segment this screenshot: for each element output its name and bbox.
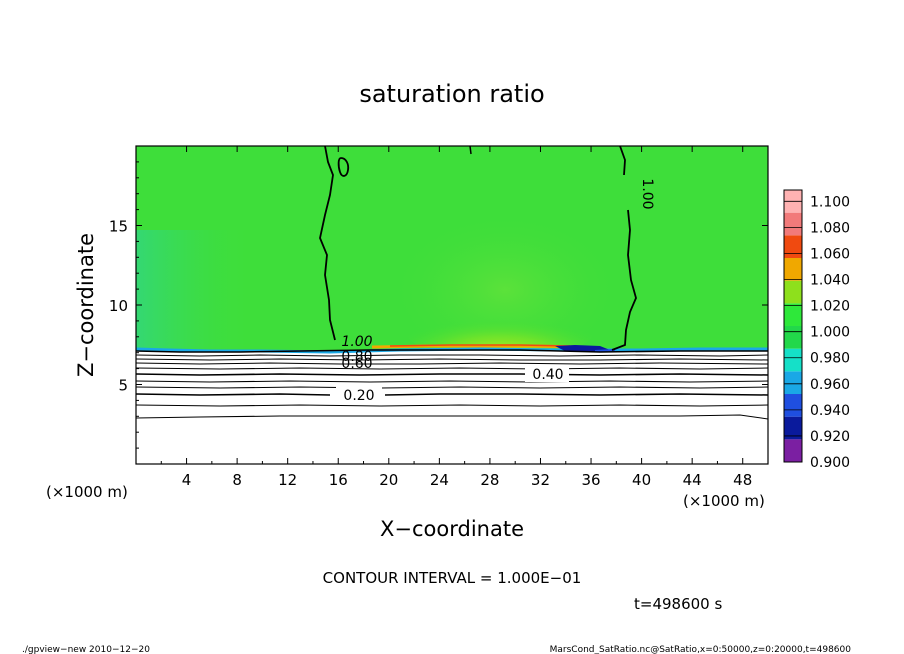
colorbar-label: 0.940 [810, 403, 850, 419]
colorbar-swatch [784, 439, 802, 462]
contour-labels: 1.00 1.00 0.80 0.60 0.40 0.20 [336, 178, 655, 404]
contour-1.00-top-tick [469, 146, 472, 155]
colorbar-label: 1.000 [810, 325, 850, 341]
colorbar-swatch [784, 258, 802, 281]
contour-1.00-small-loop [337, 157, 350, 177]
contour-lines [136, 349, 768, 420]
x-tick-label: 36 [581, 471, 600, 489]
contour-1.00-right [611, 146, 637, 351]
colorbar-label: 1.040 [810, 273, 850, 289]
time-stamp: t=498600 s [634, 595, 722, 613]
x-tick-label: 8 [232, 471, 242, 489]
dry-pocket-edge [594, 349, 616, 352]
colorbar-swatch [784, 235, 802, 258]
colorbar: 0.900 0.920 0.940 0.960 0.980 1.000 1.020 1.040… [783, 189, 850, 471]
chart-title: saturation ratio [359, 80, 544, 108]
contour-label-0.40: 0.40 [532, 367, 563, 383]
y-axis-label: Z−coordinate [74, 233, 98, 377]
plot-area [136, 146, 768, 464]
contour-label-0.60: 0.60 [341, 356, 372, 372]
unsaturated-region [136, 349, 768, 464]
contour-label-1.00-left: 1.00 [341, 334, 372, 350]
x-tick-label: 32 [531, 471, 550, 489]
x-tick-label: 40 [632, 471, 651, 489]
colorbar-label: 0.960 [810, 377, 850, 393]
colorbar-label: 1.100 [810, 194, 850, 210]
footer-right: MarsCond_SatRatio.nc@SatRatio,x=0:50000,… [550, 645, 852, 654]
contour-interval-note: CONTOUR INTERVAL = 1.000E−01 [323, 569, 582, 587]
colorbar-label: 1.060 [810, 246, 850, 262]
y-tick-label: 5 [118, 377, 128, 395]
colorbar-label: 0.920 [810, 429, 850, 445]
colorbar-swatch [784, 303, 802, 326]
contour-1.00-left [319, 146, 336, 341]
x-axis: 4 8 12 16 20 24 28 32 36 40 44 48 [160, 146, 769, 489]
x-tick-label: 20 [379, 471, 398, 489]
colorbar-swatch [784, 326, 802, 349]
colorbar-swatch [784, 371, 802, 394]
y-tick-label: 15 [109, 218, 128, 236]
left-cool-zone [136, 230, 256, 350]
x-tick-label: 28 [480, 471, 499, 489]
x-tick-label: 24 [430, 471, 449, 489]
x-unit-left: (×1000 m) [46, 483, 128, 501]
colorbar-label: 1.080 [810, 220, 850, 236]
colorbar-label: 0.980 [810, 351, 850, 367]
colorbar-swatch [784, 280, 802, 304]
x-tick-label: 44 [683, 471, 702, 489]
y-tick-label: 10 [109, 297, 128, 315]
x-tick-label: 4 [182, 471, 192, 489]
x-tick-label: 12 [278, 471, 297, 489]
footer-left: ./gpview−new 2010−12−20 [22, 645, 150, 654]
y-axis: 5 10 15 [109, 161, 768, 449]
x-tick-label: 16 [329, 471, 348, 489]
colorbar-swatch [784, 416, 802, 440]
colorbar-swatch [784, 394, 802, 417]
colorbar-swatch [784, 212, 802, 236]
x-unit-right: (×1000 m) [683, 492, 765, 510]
colorbar-label: 0.900 [810, 455, 850, 471]
warm-band-core [389, 344, 571, 347]
contour-label-0.20: 0.20 [343, 388, 374, 404]
contour-label-1.00-right: 1.00 [639, 178, 655, 209]
x-tick-label: 48 [733, 471, 752, 489]
contour-label-0.80: 0.80 [341, 349, 372, 365]
x-axis-label: X−coordinate [380, 517, 524, 541]
colorbar-label: 1.020 [810, 299, 850, 315]
colorbar-swatch [784, 348, 802, 372]
